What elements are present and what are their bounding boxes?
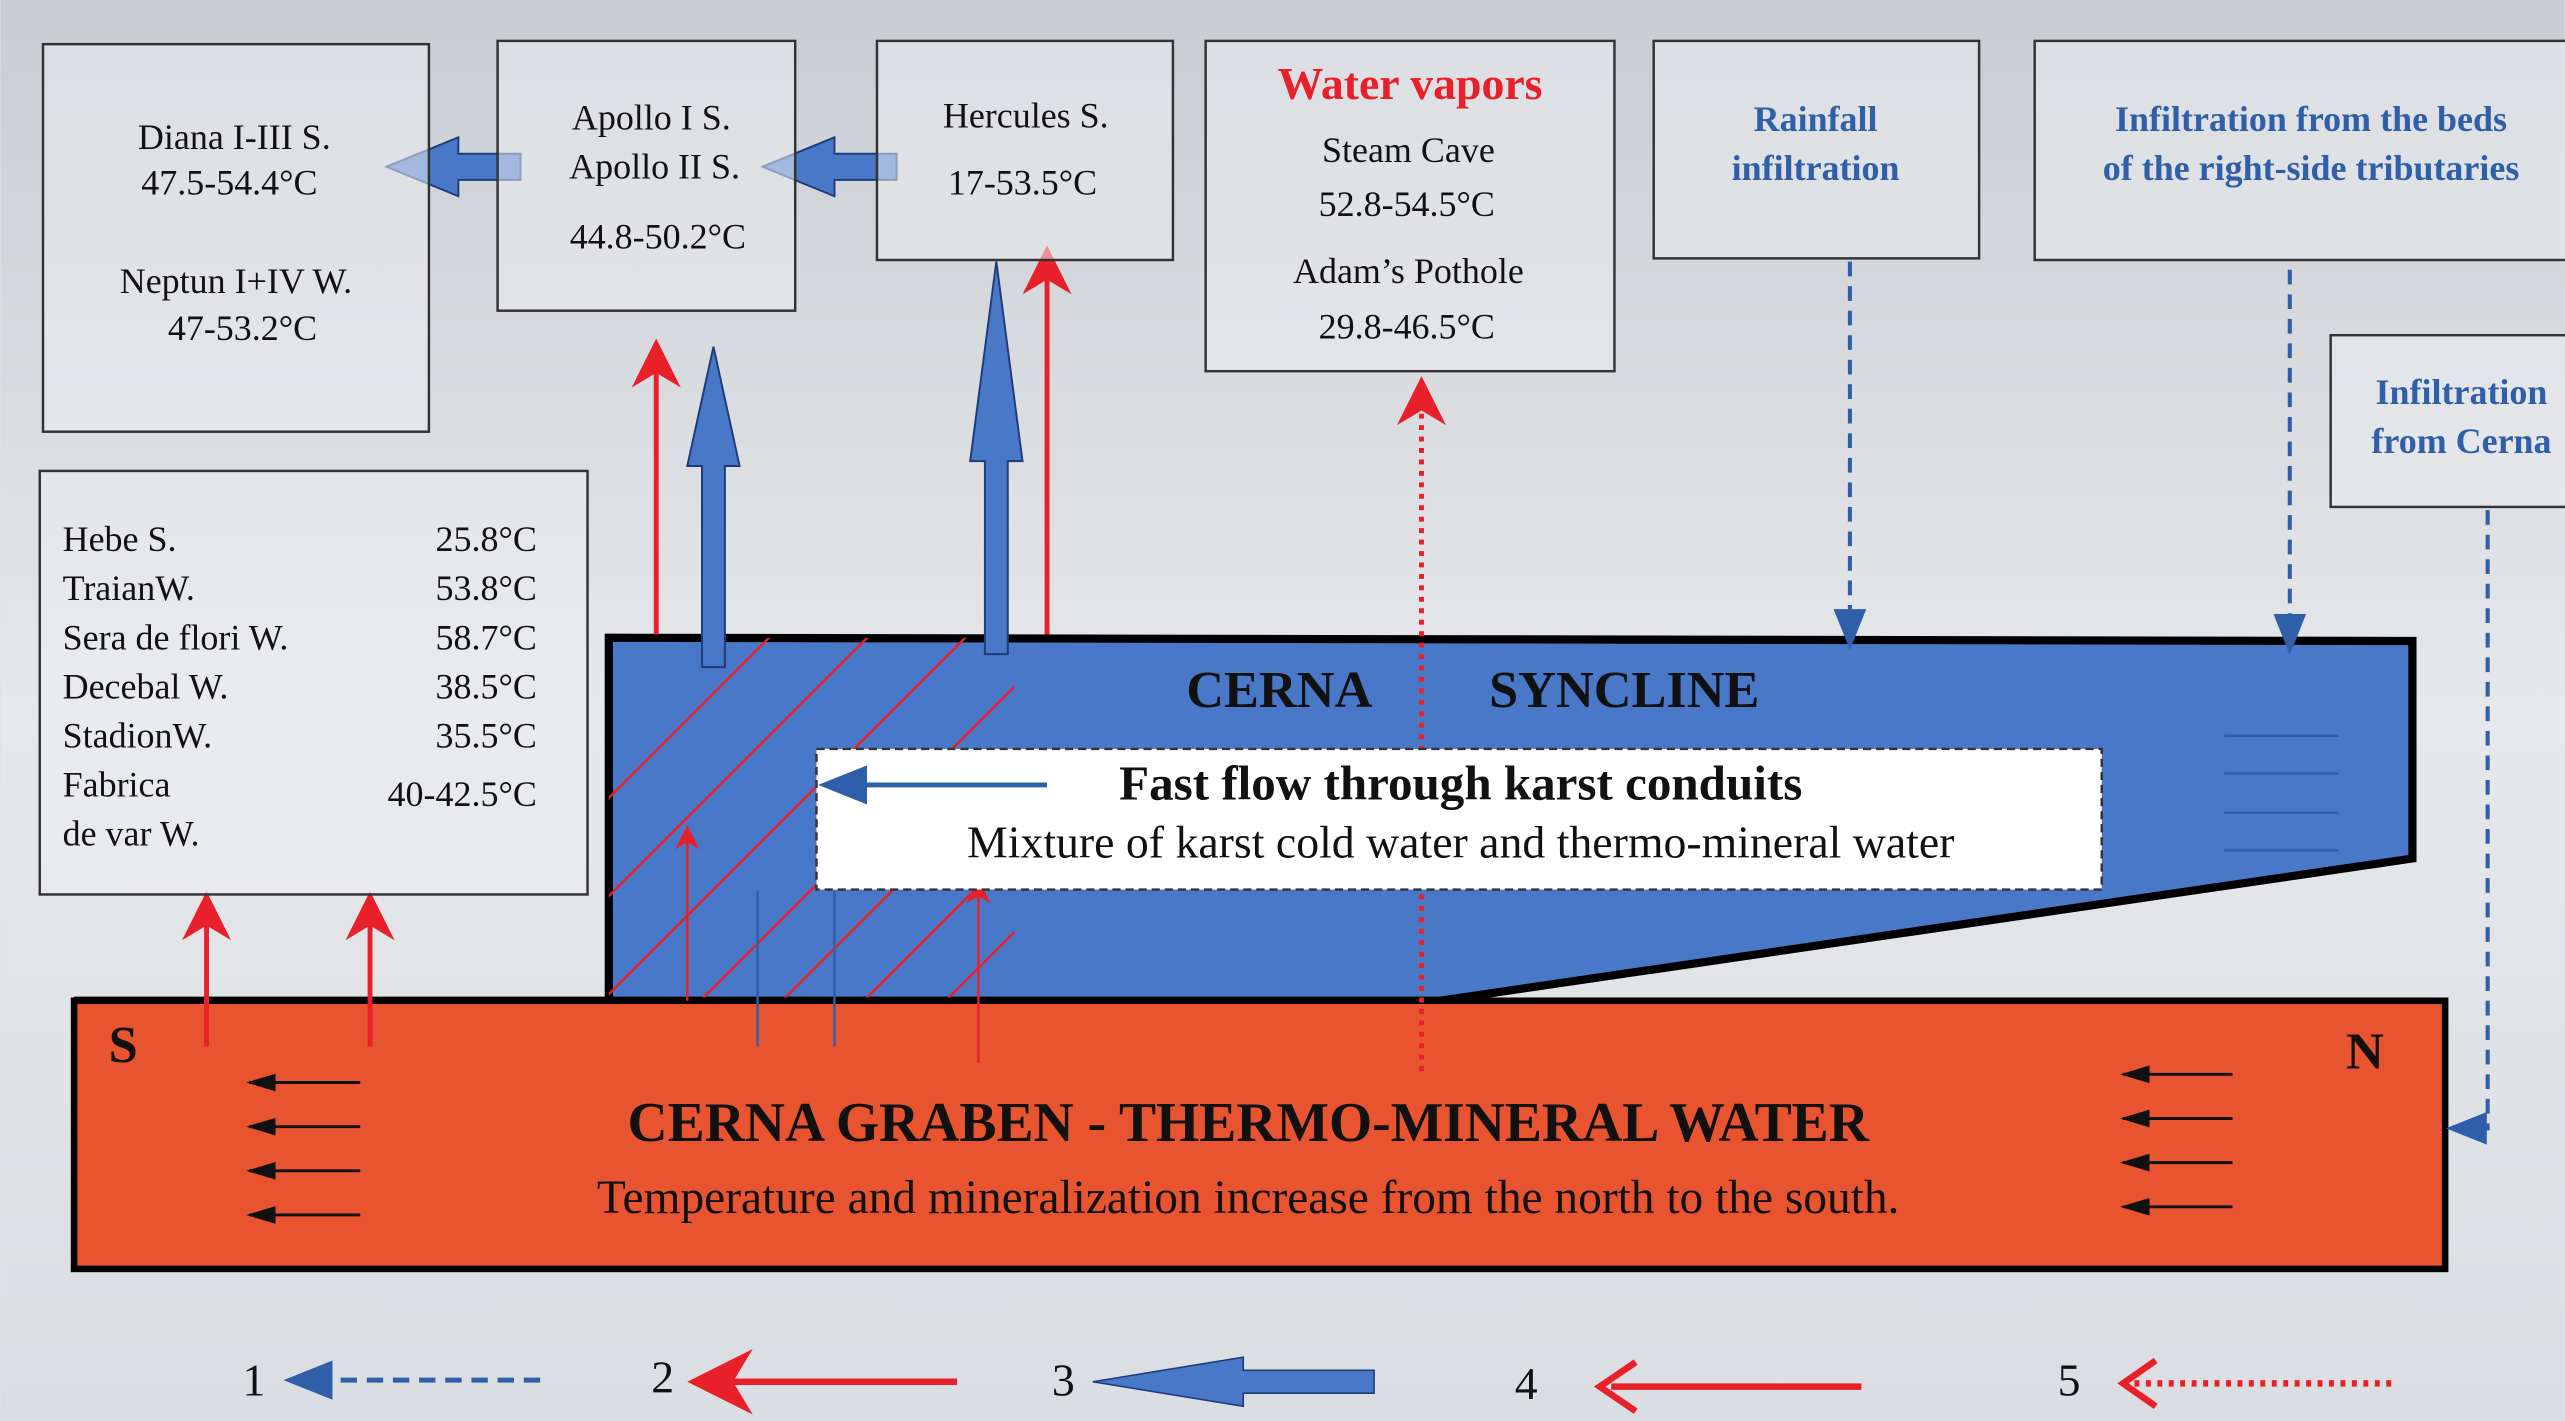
box-text: from Cerna: [2371, 421, 2551, 461]
box-text: Steam Cave: [1322, 130, 1495, 170]
box-text: 47.5-54.4°C: [141, 163, 317, 203]
flow-title: Fast flow through karst conduits: [1119, 755, 1802, 810]
box-text: Apollo I S.: [572, 97, 731, 137]
box-text: Infiltration: [2376, 372, 2548, 412]
spring-name: Hebe S.: [63, 519, 177, 559]
legend-number: 5: [2058, 1355, 2081, 1406]
graben-title: CERNA GRABEN - THERMO-MINERAL WATER: [627, 1092, 1869, 1154]
spring-name: StadionW.: [63, 715, 213, 755]
box-hercules: [877, 41, 1173, 260]
spring-temp: 53.8°C: [436, 568, 537, 608]
south-label: S: [109, 1016, 138, 1074]
box-text: Hercules S.: [943, 96, 1109, 136]
box-text: 47-53.2°C: [168, 308, 317, 348]
spring-temp: 38.5°C: [436, 666, 537, 706]
box-diana: [43, 44, 429, 432]
box-text: Adam’s Pothole: [1293, 251, 1524, 291]
syncline-label: CERNA: [1186, 661, 1372, 719]
page: {"boxes":{ "diana":{"lines":["Diana I-II…: [0, 0, 2565, 1421]
box-text: 52.8-54.5°C: [1319, 184, 1495, 224]
box-text: Apollo II S.: [569, 146, 740, 186]
north-label: N: [2346, 1022, 2384, 1080]
diagram: Diana I-III S. 47.5-54.4°C Neptun I+IV W…: [0, 0, 2565, 1421]
syncline-label: SYNCLINE: [1489, 661, 1759, 719]
legend-number: 4: [1515, 1358, 1538, 1409]
box-text: 29.8-46.5°C: [1319, 307, 1495, 347]
graben-subtitle: Temperature and mineralization increase …: [597, 1172, 1900, 1224]
spring-temp: 25.8°C: [436, 519, 537, 559]
spring-name: de var W.: [63, 813, 200, 853]
spring-temp: 40-42.5°C: [388, 774, 537, 814]
flow-subtitle: Mixture of karst cold water and thermo-m…: [967, 817, 1954, 868]
box-text: Rainfall: [1754, 99, 1878, 139]
box-title: Water vapors: [1278, 58, 1543, 109]
spring-temp: 35.5°C: [436, 715, 537, 755]
box-text: of the right-side tributaries: [2103, 148, 2520, 188]
spring-name: Decebal W.: [63, 666, 229, 706]
legend-number: 3: [1052, 1355, 1075, 1406]
spring-name: TraianW.: [63, 568, 195, 608]
spring-name: Sera de flori W.: [63, 617, 289, 657]
box-text: Infiltration from the beds: [2115, 99, 2507, 139]
spring-name: Fabrica: [63, 764, 171, 804]
legend-number: 1: [243, 1355, 266, 1406]
legend-number: 2: [651, 1351, 674, 1402]
box-text: Diana I-III S.: [138, 117, 331, 157]
box-text: 17-53.5°C: [948, 163, 1097, 203]
spring-temp: 58.7°C: [436, 617, 537, 657]
box-text: 44.8-50.2°C: [570, 217, 746, 257]
box-text: Neptun I+IV W.: [120, 261, 352, 301]
box-text: infiltration: [1732, 148, 1900, 188]
